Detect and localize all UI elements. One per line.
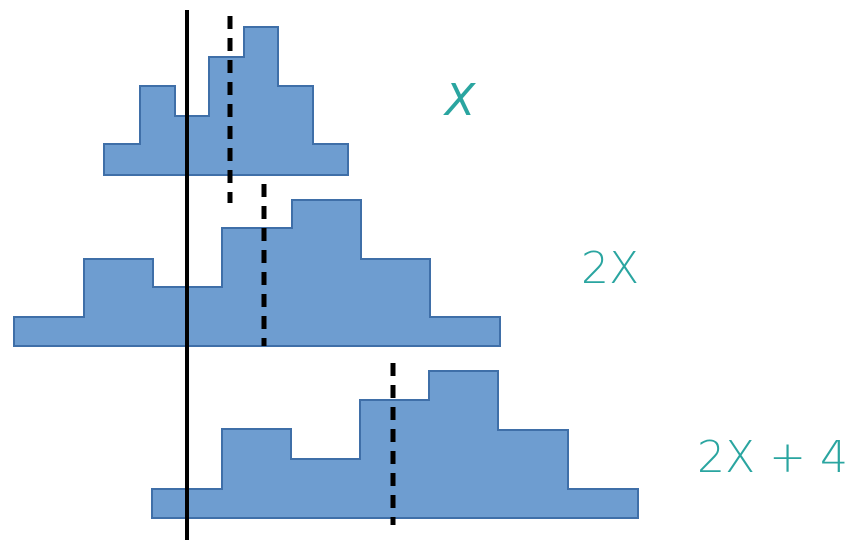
histogram-2x-plus-4: [151, 370, 639, 519]
label-2x-plus-4: 2X + 4: [697, 432, 848, 483]
histogram-x: [103, 26, 349, 176]
label-x: X: [443, 75, 476, 126]
histogram-2x: [13, 199, 501, 347]
label-2x: 2X: [581, 243, 639, 294]
